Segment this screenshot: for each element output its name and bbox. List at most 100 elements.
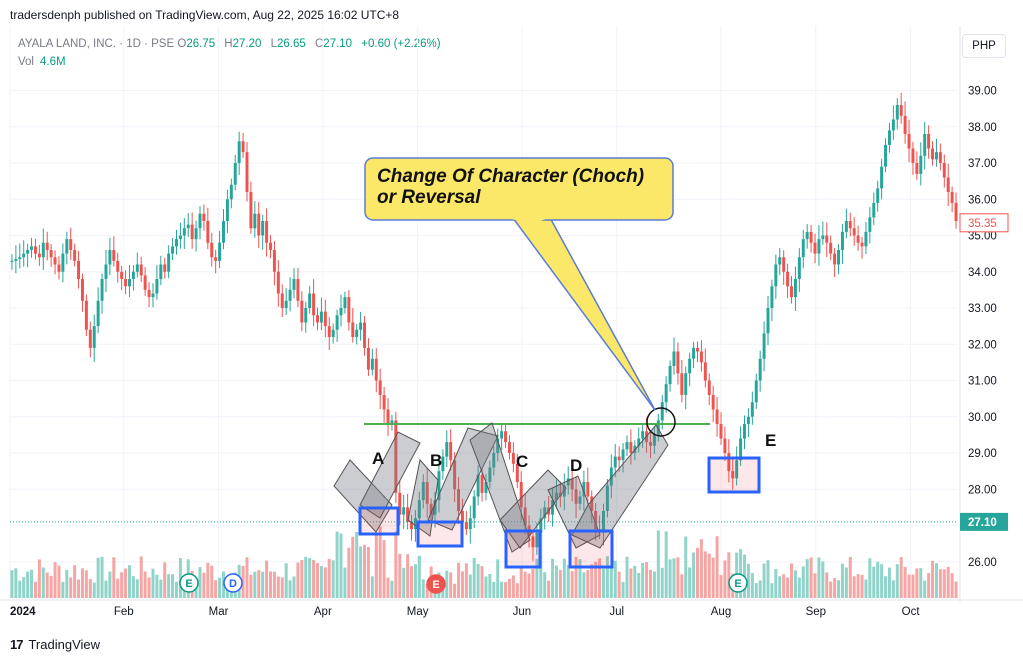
- candle-body: [163, 264, 167, 272]
- volume-bar: [535, 558, 539, 598]
- volume-bar: [688, 567, 692, 598]
- low-value: 26.65: [277, 38, 306, 50]
- volume-bar: [288, 580, 292, 598]
- volume-bar: [135, 579, 139, 598]
- swing-channel: [427, 427, 499, 531]
- volume-bar: [696, 547, 699, 598]
- volume-bar: [292, 576, 296, 598]
- volume-bar: [308, 558, 312, 598]
- volume-bar: [73, 565, 77, 598]
- candle-body: [229, 184, 233, 200]
- volume-bar: [210, 565, 214, 598]
- demand-box: [504, 529, 542, 569]
- candle-body: [124, 279, 128, 287]
- x-tick-label: 2024: [10, 606, 36, 618]
- candle-body: [186, 224, 190, 229]
- volume-bar: [468, 574, 472, 598]
- candle-body: [41, 242, 45, 258]
- volume-bar: [45, 572, 49, 598]
- candles: [10, 92, 958, 561]
- volume-bar: [88, 579, 92, 598]
- volume-bar: [754, 583, 758, 598]
- footer-branding[interactable]: 17 TradingView: [10, 637, 100, 652]
- volume-bar: [519, 567, 523, 598]
- candle-body: [292, 279, 296, 290]
- volume-bar: [707, 553, 711, 598]
- last-price-tag: [960, 512, 1008, 531]
- y-tick-label: 33.00: [968, 303, 997, 315]
- candle-body: [413, 518, 417, 530]
- volume-bar: [57, 565, 61, 598]
- candle-body: [656, 420, 660, 435]
- volume-bar: [719, 575, 723, 598]
- candle-body: [582, 482, 586, 497]
- volume-bar: [370, 576, 374, 598]
- volume-bar: [472, 557, 476, 598]
- candle-body: [127, 279, 131, 287]
- candle-body: [425, 482, 429, 504]
- volume-bar: [825, 572, 829, 598]
- volume-bar: [762, 563, 766, 598]
- candle-body: [445, 442, 449, 457]
- event-label: E: [734, 578, 741, 590]
- candle-body: [492, 453, 496, 468]
- volume-bar: [92, 582, 96, 598]
- candle-body: [829, 242, 833, 254]
- candle-body: [120, 271, 124, 279]
- volume-bar: [167, 574, 171, 598]
- volume-bar: [261, 571, 265, 598]
- volume-bar: [460, 571, 464, 598]
- volume-bar: [782, 574, 786, 598]
- candle-body: [774, 264, 778, 287]
- candle-body: [938, 152, 942, 163]
- candle-body: [500, 431, 504, 439]
- volume-label: Vol: [18, 56, 34, 68]
- candle-body: [833, 253, 837, 265]
- volume-bar: [633, 565, 637, 598]
- candle-body: [178, 235, 182, 240]
- volume-bar: [860, 575, 864, 598]
- swing-channel: [407, 458, 439, 537]
- candle-body: [707, 380, 711, 395]
- candle-body: [339, 308, 343, 316]
- candle-body: [61, 253, 65, 272]
- volume-bar: [582, 572, 586, 598]
- candle-body: [10, 260, 14, 262]
- candle-body: [398, 492, 402, 515]
- volume-bar: [868, 558, 872, 598]
- volume-bar: [586, 570, 590, 598]
- volume-bar: [590, 564, 594, 598]
- volume-bar: [954, 581, 958, 598]
- candle-body: [840, 231, 844, 250]
- volume-bar: [476, 563, 480, 598]
- candle-body: [864, 231, 868, 247]
- volume-bar: [699, 539, 703, 598]
- currency-button[interactable]: PHP: [962, 34, 1006, 58]
- candle-body: [786, 271, 790, 287]
- earnings-badge: E: [179, 573, 199, 593]
- candle-body: [18, 257, 22, 260]
- candle-body: [316, 315, 320, 323]
- candle-body: [261, 221, 265, 236]
- demand-box: [416, 520, 464, 548]
- candle-body: [731, 471, 735, 479]
- volume-bar: [852, 576, 856, 598]
- volume-bar: [786, 577, 790, 598]
- candle-body: [96, 300, 100, 327]
- high-label: H: [224, 38, 233, 50]
- candle-body: [359, 322, 363, 330]
- candle-body: [206, 221, 210, 243]
- candle-body: [472, 496, 476, 519]
- swing-channel: [571, 424, 669, 549]
- candle-body: [104, 264, 108, 279]
- volume-bar: [856, 574, 860, 598]
- candle-body: [723, 438, 727, 453]
- volume-bar: [96, 557, 100, 598]
- volume-bar: [296, 562, 300, 598]
- candle-body: [699, 351, 703, 363]
- candle-body: [194, 228, 198, 240]
- volume-bar: [417, 555, 421, 598]
- candle-body: [923, 134, 927, 156]
- candle-body: [692, 347, 696, 359]
